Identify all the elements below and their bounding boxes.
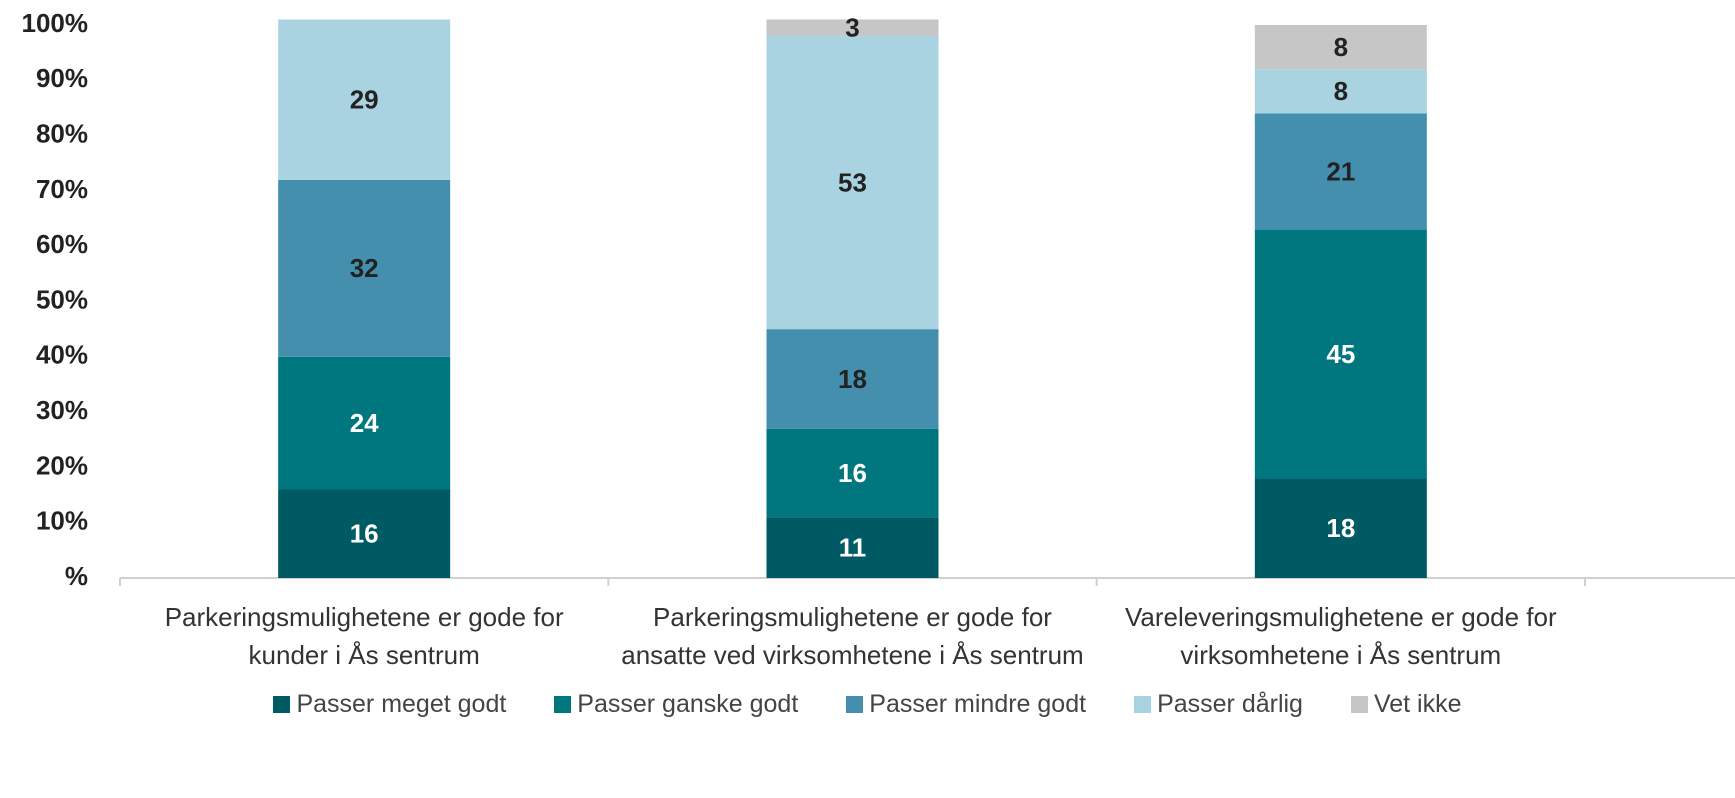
data-label: 8 xyxy=(1334,32,1348,62)
data-label: 16 xyxy=(350,519,379,549)
x-tick-label: Parkeringsmulighetene er gode for ansatt… xyxy=(621,602,1084,670)
legend-label: Vet ikke xyxy=(1373,690,1462,718)
y-tick-label: 50% xyxy=(36,284,88,314)
legend-item: Passer dårlig xyxy=(1134,690,1303,719)
legend-swatch xyxy=(1134,696,1152,713)
data-label: 16 xyxy=(838,458,867,488)
data-label: 21 xyxy=(1326,156,1355,186)
legend-label: Passer dårlig xyxy=(1157,690,1303,718)
legend-item: Passer mindre godt xyxy=(846,690,1086,719)
data-label: 3 xyxy=(845,13,859,43)
plot: % 10% 20% 30% 40% 50% 60% 70% 80% 90% 100% 16 24 32 29… xyxy=(22,8,1735,591)
data-label: 29 xyxy=(350,85,379,115)
data-label: 11 xyxy=(839,532,867,562)
y-tick-label: 100% xyxy=(22,8,89,38)
bar-segment xyxy=(766,329,939,429)
y-tick-label: 60% xyxy=(36,229,88,259)
data-label: 45 xyxy=(1326,339,1355,369)
x-tick-label: Vareleveringsmulighetene er gode for vir… xyxy=(1124,602,1557,670)
y-tick-label: 40% xyxy=(36,340,88,370)
y-tick-label: % xyxy=(65,561,88,591)
legend: Passer meget godt Passer ganske godt Passe… xyxy=(0,690,1735,719)
legend-label: Passer ganske godt xyxy=(577,690,799,718)
y-tick-label: 10% xyxy=(36,506,88,536)
x-tick-label: Parkeringsmulighetene er gode for kunder… xyxy=(164,602,564,670)
bar-segment xyxy=(278,179,451,357)
y-tick-label: 90% xyxy=(36,63,88,93)
bar-segment xyxy=(766,517,939,578)
bar-segment xyxy=(278,489,451,578)
y-tick-label: 30% xyxy=(36,395,88,425)
bar-segment xyxy=(1254,69,1427,114)
data-label: 18 xyxy=(1326,513,1355,543)
legend-label: Passer mindre godt xyxy=(869,690,1087,718)
legend-item: Passer ganske godt xyxy=(554,690,798,719)
bar-segment xyxy=(766,36,939,330)
bar-segment xyxy=(278,19,451,180)
legend-swatch xyxy=(554,696,572,713)
data-label: 24 xyxy=(350,408,379,438)
bar-segment xyxy=(1254,229,1427,479)
legend-swatch xyxy=(273,696,291,713)
y-tick-label: 80% xyxy=(36,118,88,148)
legend-item: Vet ikke xyxy=(1350,690,1462,719)
legend-item: Passer meget godt xyxy=(273,690,506,719)
bar-segment xyxy=(1254,25,1427,70)
data-label: 18 xyxy=(838,364,867,394)
legend-swatch xyxy=(1350,696,1368,713)
bar-segment xyxy=(1254,113,1427,230)
bar-segment xyxy=(766,19,939,37)
bar-segment xyxy=(278,356,451,490)
y-tick-label: 70% xyxy=(36,174,88,204)
y-tick-label: 20% xyxy=(36,450,88,480)
legend-swatch xyxy=(846,696,864,713)
bar-segment xyxy=(766,428,939,518)
data-label: 53 xyxy=(838,167,867,197)
legend-label: Passer meget godt xyxy=(296,690,507,718)
data-label: 32 xyxy=(350,253,379,283)
bar-segment xyxy=(1254,478,1427,578)
data-label: 8 xyxy=(1334,76,1348,106)
